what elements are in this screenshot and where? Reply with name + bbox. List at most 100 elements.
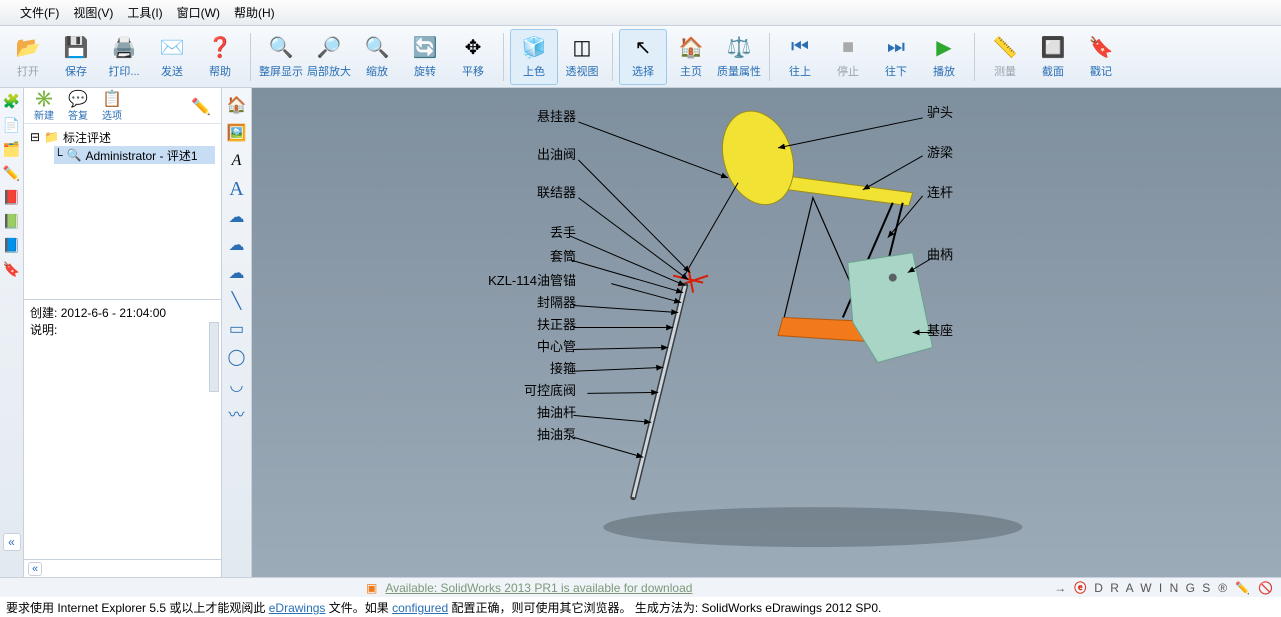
stop-button[interactable]: ■停止	[824, 29, 872, 85]
stamp-button[interactable]: 🔖戳记	[1077, 29, 1125, 85]
image-icon[interactable]: 🖼️	[226, 122, 248, 144]
zoomarea-button[interactable]: 🔎局部放大	[305, 29, 353, 85]
perspective-button[interactable]: ◫透视图	[558, 29, 606, 85]
reply-icon: 💬	[68, 89, 88, 107]
prev-button[interactable]: ⏮往上	[776, 29, 824, 85]
shade-button[interactable]: 🧊上色	[510, 29, 558, 85]
menu-tools[interactable]: 工具(I)	[127, 4, 162, 21]
annotation-right: 曲柄	[927, 244, 953, 263]
annotation-left: 中心管	[537, 336, 576, 355]
pencil3-icon[interactable]: ✏️	[1235, 581, 1252, 595]
annotation-right: 基座	[927, 320, 953, 339]
pencil2-icon: ✏️	[191, 97, 211, 115]
send-button[interactable]: ✉️发送	[148, 29, 196, 85]
section-button[interactable]: 🔲截面	[1029, 29, 1077, 85]
scale-icon: ⚖️	[726, 35, 752, 61]
magnifier-icon: 🔍	[67, 148, 82, 162]
folder2-icon: 📁	[44, 130, 59, 144]
component-icon[interactable]: 🧩	[3, 92, 21, 110]
rotate-button[interactable]: 🔄旋转	[401, 29, 449, 85]
cloud-icon[interactable]: ☁	[226, 206, 248, 228]
folder-icon: 📂	[15, 35, 41, 61]
left-panel: ✳️新建 💬答复 📋选项 ✏️ ⊟ 📁 标注评述 └ 🔍 Administrat…	[24, 88, 222, 577]
tree-child[interactable]: └ 🔍 Administrator - 评述1	[54, 146, 215, 164]
dash-icon: └	[54, 148, 63, 162]
book2-icon[interactable]: 📗	[3, 212, 21, 230]
zoomarea-icon: 🔎	[316, 35, 342, 61]
print-icon: 🖨️	[111, 35, 137, 61]
perspective-icon: ◫	[569, 35, 595, 61]
pencil-icon[interactable]: ✏️	[3, 164, 21, 182]
menu-file[interactable]: 文件(F)	[20, 4, 59, 21]
book-icon[interactable]: 📕	[3, 188, 21, 206]
draw-tool-strip: 🏠 🖼️ A A ☁ ☁ ☁ ╲ ▭ ◯ ◡ 〰	[222, 88, 252, 577]
massprop-button[interactable]: ⚖️质量属性	[715, 29, 763, 85]
mail-icon: ✉️	[159, 35, 185, 61]
next-icon: ⏭	[883, 35, 909, 61]
play-button[interactable]: ▶播放	[920, 29, 968, 85]
text-italic-icon[interactable]: A	[226, 150, 248, 172]
spline-icon[interactable]: 〰	[226, 402, 248, 424]
e-logo-icon: ⓔ	[1074, 579, 1088, 596]
stop-icon: ■	[835, 35, 861, 61]
edrawings-link[interactable]: eDrawings	[269, 601, 326, 615]
model-drawing	[252, 88, 1281, 577]
pan-icon: ✥	[460, 35, 486, 61]
cloud-box-icon[interactable]: ☁	[226, 262, 248, 284]
circle-icon[interactable]: ◯	[226, 346, 248, 368]
home-icon: 🏠	[678, 35, 704, 61]
edit-button[interactable]: ✏️	[185, 97, 217, 115]
panel-collapse[interactable]: «	[24, 559, 221, 577]
annotation-left: 抽油杆	[537, 402, 576, 421]
annotation-right: 连杆	[927, 182, 953, 201]
rect-icon[interactable]: ▭	[226, 318, 248, 340]
annotation-left: 联结器	[537, 182, 576, 201]
update-link[interactable]: Available: SolidWorks 2013 PR1 is availa…	[385, 581, 692, 595]
save-button[interactable]: 💾保存	[52, 29, 100, 85]
cloud-text-icon[interactable]: ☁	[226, 234, 248, 256]
rss-icon[interactable]: ▣	[366, 581, 377, 595]
select-button[interactable]: ↖选择	[619, 29, 667, 85]
next-button[interactable]: ⏭往下	[872, 29, 920, 85]
menu-help[interactable]: 帮助(H)	[234, 4, 275, 21]
tree-root[interactable]: ⊟ 📁 标注评述	[30, 128, 215, 146]
cube-icon: 🧊	[521, 35, 547, 61]
desc-row: 说明:	[30, 321, 215, 338]
zoom-button[interactable]: 🔍缩放	[353, 29, 401, 85]
sheet-icon[interactable]: 📄	[3, 116, 21, 134]
text-icon[interactable]: A	[226, 178, 248, 200]
menu-view[interactable]: 视图(V)	[73, 4, 113, 21]
new-comment-button[interactable]: ✳️新建	[28, 89, 60, 122]
book3-icon[interactable]: 📘	[3, 236, 21, 254]
annotation-left: 扶正器	[537, 314, 576, 333]
play-icon: ▶	[931, 35, 957, 61]
disabled-icon[interactable]: 🚫	[1258, 581, 1275, 595]
stamp-icon: 🔖	[1088, 35, 1114, 61]
left-icon-strip: 🧩 📄 🗂️ ✏️ 📕 📗 📘 🔖 «	[0, 88, 24, 577]
open-button[interactable]: 📂打开	[4, 29, 52, 85]
viewport[interactable]: 悬挂器出油阀联结器丢手套筒KZL-114油管锚封隔器扶正器中心管接箍可控底阀抽油…	[252, 88, 1281, 577]
scrollbar[interactable]	[209, 322, 219, 392]
home-button[interactable]: 🏠主页	[667, 29, 715, 85]
annotation-left: KZL-114油管锚	[488, 270, 576, 289]
layers-icon[interactable]: 🗂️	[3, 140, 21, 158]
annotation-left: 出油阀	[537, 144, 576, 163]
options-button[interactable]: 📋选项	[96, 89, 128, 122]
stamp2-icon[interactable]: 🔖	[3, 260, 21, 278]
annotation-left: 可控底阀	[524, 380, 576, 399]
menu-window[interactable]: 窗口(W)	[177, 4, 220, 21]
pan-button[interactable]: ✥平移	[449, 29, 497, 85]
arc-icon[interactable]: ◡	[226, 374, 248, 396]
configured-link[interactable]: configured	[392, 601, 448, 615]
home2-icon[interactable]: 🏠	[226, 94, 248, 116]
rotate-icon: 🔄	[412, 35, 438, 61]
measure-button[interactable]: 📏测量	[981, 29, 1029, 85]
fullscreen-button[interactable]: 🔍整屏显示	[257, 29, 305, 85]
minus-icon: ⊟	[30, 130, 40, 144]
line-icon[interactable]: ╲	[226, 290, 248, 312]
print-button[interactable]: 🖨️打印...	[100, 29, 148, 85]
ruler-icon: 📏	[992, 35, 1018, 61]
reply-button[interactable]: 💬答复	[62, 89, 94, 122]
collapse-left-icon[interactable]: «	[3, 533, 21, 551]
help-button[interactable]: ❓帮助	[196, 29, 244, 85]
